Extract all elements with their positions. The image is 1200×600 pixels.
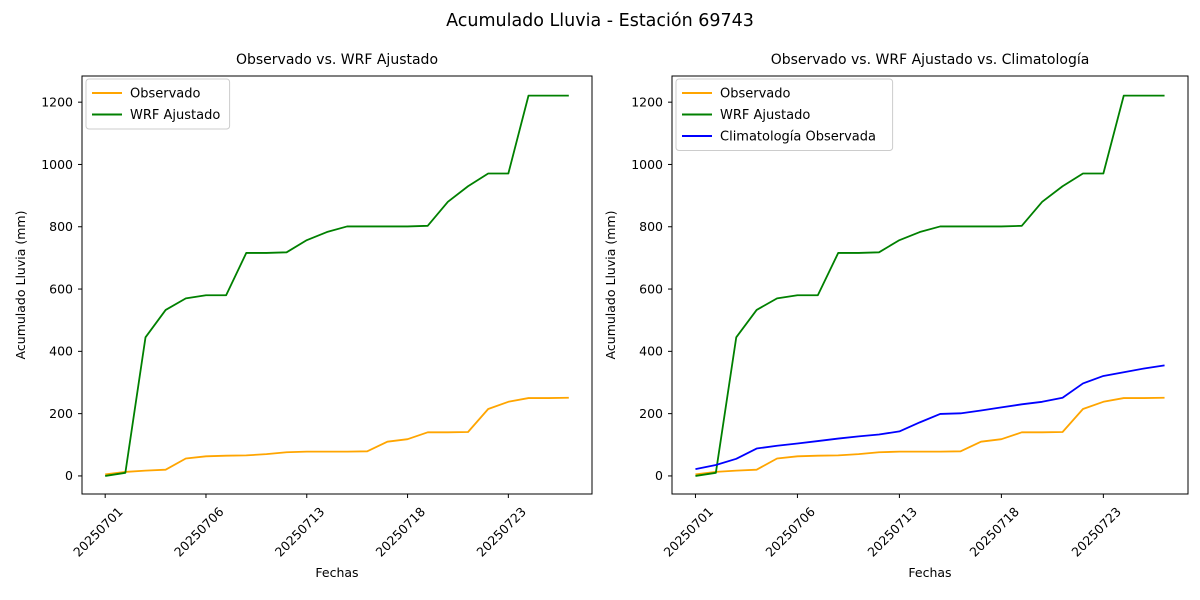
- legend-box: [675, 78, 894, 151]
- chart-title: Observado vs. WRF Ajustado: [236, 52, 438, 68]
- y-tick-label: 400: [639, 344, 663, 359]
- legend-label: WRF Ajustado: [130, 108, 220, 123]
- y-tick-label: 800: [49, 219, 73, 234]
- x-tick-label: 20250713: [864, 504, 920, 560]
- figure-title: Acumulado Lluvia - Estación 69743: [446, 11, 754, 31]
- y-tick-label: 800: [639, 219, 663, 234]
- y-tick-label: 600: [639, 281, 663, 296]
- y-tick-label: 400: [49, 344, 73, 359]
- legend-label: Observado: [720, 87, 791, 102]
- x-axis-label: Fechas: [315, 565, 358, 580]
- y-tick-label: 1000: [631, 157, 663, 172]
- y-tick-label: 200: [49, 406, 73, 421]
- series-line-observado: [105, 396, 569, 476]
- legend-label: Observado: [130, 87, 201, 102]
- x-tick-label: 20250713: [272, 504, 328, 560]
- y-tick-label: 0: [655, 468, 663, 483]
- series-line-wrf-ajustado: [695, 94, 1165, 477]
- x-tick-label: 20250718: [966, 504, 1022, 560]
- series-line-observado: [695, 396, 1165, 476]
- y-axis-label: Acumulado Lluvia (mm): [603, 211, 618, 360]
- legend-entry: Observado: [682, 87, 791, 102]
- legend-entry: Observado: [92, 87, 201, 102]
- y-tick-label: 200: [639, 406, 663, 421]
- y-tick-label: 1200: [41, 94, 73, 109]
- legend-entry: Climatología Observada: [682, 130, 876, 145]
- x-tick-label: 20250723: [473, 504, 529, 560]
- x-tick-label: 20250718: [373, 504, 429, 560]
- plot-area: [671, 75, 1189, 495]
- y-tick-label: 1200: [631, 94, 663, 109]
- legend-label: WRF Ajustado: [720, 108, 810, 123]
- legend-box: [85, 78, 231, 130]
- legend-entry: WRF Ajustado: [682, 108, 810, 123]
- y-tick-label: 600: [49, 281, 73, 296]
- x-tick-label: 20250723: [1068, 504, 1124, 560]
- plot-area: [81, 75, 593, 495]
- series-line-wrf-ajustado: [105, 94, 569, 477]
- y-tick-label: 1000: [41, 157, 73, 172]
- legend-label: Climatología Observada: [720, 130, 876, 145]
- series-line-climatolog-a-observada: [695, 364, 1165, 470]
- left-chart: 0 200 400 600 800 1000 1200 20250701 20250706 202…: [13, 52, 593, 580]
- y-axis-label: Acumulado Lluvia (mm): [13, 211, 28, 360]
- right-chart: 0 200 400 600 800 1000 1200 20250701 20250706 202…: [603, 52, 1189, 580]
- x-axis-label: Fechas: [908, 565, 951, 580]
- x-tick-label: 20250706: [171, 504, 227, 560]
- x-tick-label: 20250706: [762, 504, 818, 560]
- legend-entry: WRF Ajustado: [92, 108, 220, 123]
- legend: Observado WRF Ajustado: [85, 78, 231, 130]
- chart-title: Observado vs. WRF Ajustado vs. Climatolo…: [771, 52, 1090, 68]
- x-tick-label: 20250701: [70, 504, 126, 560]
- legend: Observado WRF Ajustado Climatología Observ…: [675, 78, 894, 151]
- y-tick-label: 0: [65, 468, 73, 483]
- x-tick-label: 20250701: [660, 504, 716, 560]
